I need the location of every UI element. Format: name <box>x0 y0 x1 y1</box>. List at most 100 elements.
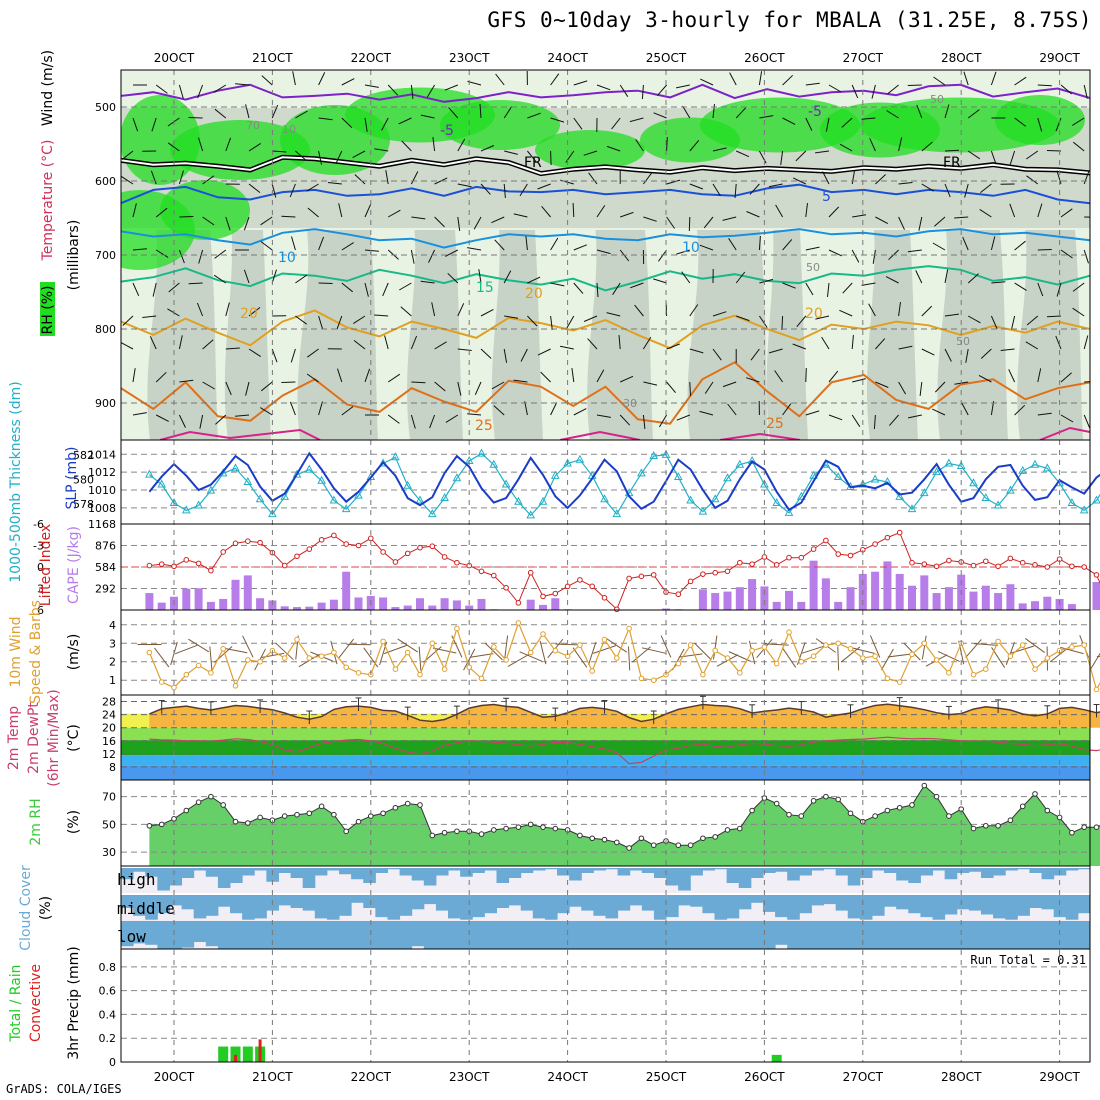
wind-speed-point <box>540 631 546 637</box>
wind-barb <box>503 348 508 363</box>
cloud-cell-middle <box>1005 895 1018 920</box>
cloud-cell-middle <box>484 895 497 914</box>
wind-speed-point <box>909 651 915 658</box>
cloud-cell-middle <box>496 895 510 908</box>
wind-barb <box>852 378 866 383</box>
cloud-cell-high <box>1041 868 1055 880</box>
cloud-cell-low <box>544 921 558 949</box>
cape-bar <box>145 593 154 610</box>
date-label-top: 24OCT <box>547 51 588 65</box>
wind-barb <box>758 71 763 86</box>
cloud-cell-high <box>944 868 958 880</box>
wind-barb <box>474 381 482 396</box>
axis-label-wind-speed: Speed & Barbs <box>28 600 44 704</box>
wind-barb <box>155 84 168 94</box>
cloud-cell-middle <box>557 895 570 914</box>
rh2m-point <box>552 825 559 832</box>
cloud-cell-low <box>121 921 134 947</box>
wind-barb <box>289 183 296 198</box>
rh2m-point <box>195 799 202 805</box>
thickness-line <box>149 452 1100 517</box>
cloud-cell-low <box>884 921 897 949</box>
rh-green-blob <box>535 130 645 170</box>
rh-gray-column <box>407 230 463 440</box>
wind-barb <box>444 84 458 91</box>
wind-speed-point <box>245 657 251 663</box>
wind-barb <box>712 348 722 361</box>
cloud-cell-high <box>411 868 425 881</box>
wind-barb-10m <box>937 650 960 663</box>
cloud-cell-high <box>205 868 219 877</box>
cloud-cell-middle <box>133 895 146 916</box>
wind-speed-point <box>220 646 226 652</box>
wind-barb <box>1060 414 1074 423</box>
li-point <box>909 559 915 566</box>
cloud-cell-middle <box>169 895 183 906</box>
wind-barb <box>887 84 899 95</box>
thickness-point <box>993 500 1003 509</box>
wind-barb <box>400 306 412 317</box>
wind-barb <box>327 182 342 185</box>
wind-barb <box>822 171 830 185</box>
li-point <box>158 561 165 567</box>
wind-barb <box>132 203 137 218</box>
wind-barb <box>735 271 746 284</box>
wind-barb <box>1084 381 1090 383</box>
rh-gray-column <box>937 230 1008 440</box>
wind-barb <box>768 183 783 188</box>
temp-ytick: 20 <box>102 722 116 735</box>
wind-barb <box>336 315 343 330</box>
wind-barb <box>851 335 854 350</box>
rh2m-point <box>773 800 780 807</box>
wind-barb <box>839 143 853 152</box>
thickness-point <box>304 464 314 473</box>
cape-bar <box>206 601 215 610</box>
li-point <box>983 558 989 565</box>
wind-speed-point <box>946 670 952 676</box>
li-point <box>318 536 325 543</box>
wind-barb <box>653 278 667 284</box>
cloud-cell-low <box>908 921 921 949</box>
wind-barb <box>149 336 157 350</box>
isotherm-label: 20 <box>525 286 543 302</box>
cloud-cell-low <box>254 921 267 949</box>
cape-bar <box>194 588 203 610</box>
wind-barb <box>364 249 379 252</box>
cape-ytick: 292 <box>95 583 116 596</box>
cloud-cell-high <box>908 868 921 883</box>
wind-barb <box>503 106 513 119</box>
cloud-cell-low <box>956 921 970 949</box>
wind-barb <box>629 117 644 123</box>
wind-ytick: 4 <box>109 619 116 632</box>
wind-barb <box>155 414 169 422</box>
wind-barb <box>815 315 830 320</box>
wind-barb <box>198 137 204 152</box>
cloud-cell-middle <box>217 895 231 907</box>
rh2m-point <box>896 804 903 811</box>
wind-barb <box>861 282 876 286</box>
wind-speed-point <box>761 644 768 650</box>
cloud-cell-high <box>169 868 183 886</box>
wind-barb <box>354 174 366 185</box>
wind-barb <box>494 239 505 251</box>
cape-bar <box>760 586 769 610</box>
cloud-cell-high <box>278 868 292 873</box>
date-label-bottom: 29OCT <box>1039 1070 1080 1084</box>
wind-speed-point <box>687 642 694 648</box>
wind-barb <box>921 183 935 192</box>
wind-barb <box>513 379 528 383</box>
cloud-cell-high <box>387 868 401 870</box>
wind-barb <box>420 280 435 284</box>
wind-speed-point <box>478 675 485 682</box>
wind-barb <box>352 150 366 159</box>
wind-barb <box>341 242 354 251</box>
thickness-point <box>956 460 966 469</box>
cloud-cell-middle <box>1065 895 1079 920</box>
cape-bar <box>280 606 289 610</box>
cloud-cell-low <box>242 921 255 949</box>
cloud-cell-high <box>460 868 473 877</box>
cloud-cell-low <box>435 921 449 949</box>
wind-barb <box>675 84 690 89</box>
cloud-cell-high <box>351 868 364 880</box>
thickness-point <box>637 468 646 477</box>
